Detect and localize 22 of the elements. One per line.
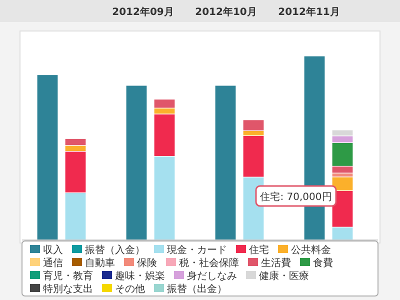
text: 2012年11月 — [278, 6, 340, 18]
legend-label: 特別な支出 — [43, 283, 93, 295]
legend-label: 食費 — [313, 257, 333, 269]
legend-label: 収入 — [43, 244, 63, 256]
legend-label: 現金・カード — [167, 244, 227, 256]
text: 2012年09月 — [112, 6, 174, 18]
legend-label: 税・社会保障 — [179, 257, 239, 269]
legend-label: 振替（出金） — [167, 283, 227, 295]
legend-label: 趣味・娯楽 — [115, 270, 165, 282]
text: 2012年10月 — [195, 6, 257, 18]
legend-label: 公共料金 — [291, 244, 331, 256]
legend-label: 身だしなみ — [187, 270, 237, 282]
legend-label: 住宅 — [249, 244, 269, 256]
legend-label: 保険 — [137, 258, 157, 269]
legend-label: 振替（入金） — [85, 244, 145, 256]
annotation: 住宅: 70,000円 — [260, 191, 332, 203]
legend-label: 自動車 — [85, 257, 115, 269]
legend-label: 健康・医療 — [259, 270, 309, 282]
legend-label: 生活費 — [261, 257, 291, 269]
legend-label: 育児・教育 — [43, 270, 93, 282]
legend-label: その他 — [115, 283, 145, 295]
legend-label: 通信 — [43, 257, 63, 269]
